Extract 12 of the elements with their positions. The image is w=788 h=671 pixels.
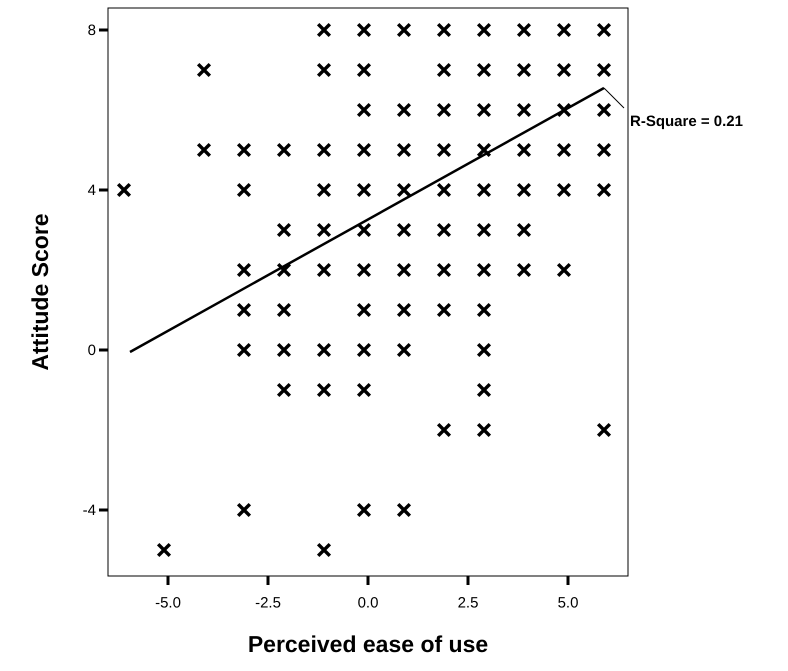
- x-tick-label: -5.0: [155, 594, 181, 612]
- x-tick-label: 0.0: [358, 594, 378, 612]
- y-axis-title: Attitude Score: [27, 213, 53, 371]
- y-tick-label: 0: [88, 342, 96, 359]
- x-tick-label: -2.5: [255, 594, 281, 612]
- x-tick-label: 5.0: [558, 594, 578, 612]
- y-tick-label: 4: [88, 182, 96, 199]
- y-tick-label: -4: [82, 502, 96, 519]
- x-axis-title: Perceived ease of use: [248, 631, 488, 657]
- annotation: R-Square = 0.21: [630, 113, 743, 130]
- y-tick-label: 8: [88, 22, 96, 39]
- x-tick-label: 2.5: [458, 594, 478, 612]
